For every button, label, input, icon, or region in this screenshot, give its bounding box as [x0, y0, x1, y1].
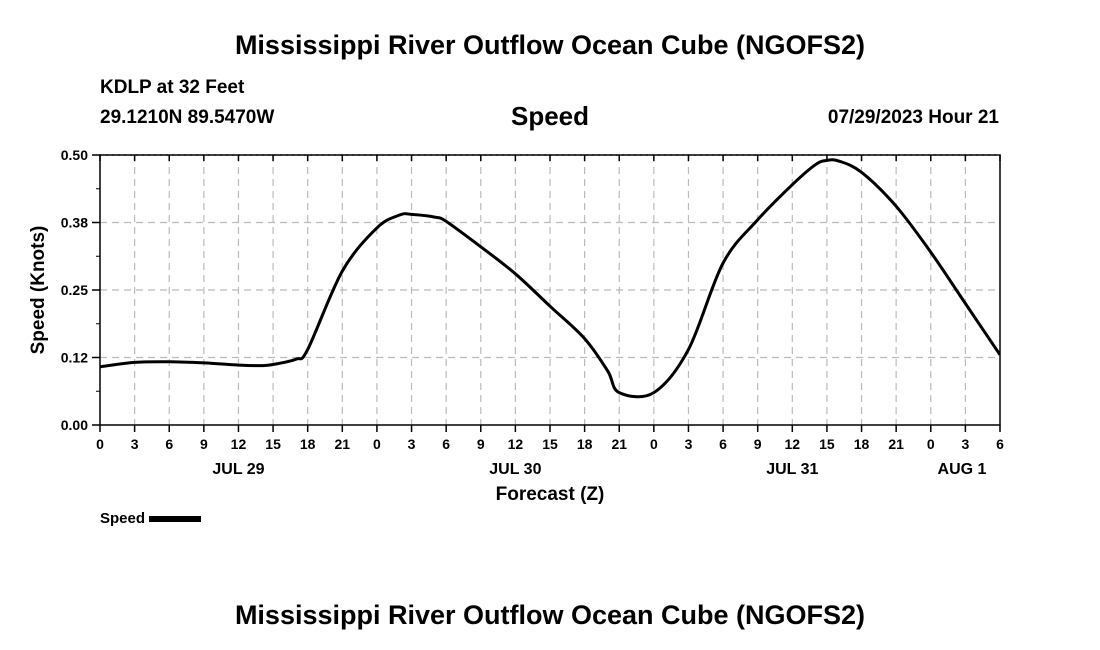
speed-data-point [756, 218, 759, 221]
speed-data-point [964, 302, 967, 305]
speed-data-point [652, 391, 655, 394]
x-tick-label: 0 [927, 436, 935, 452]
x-tick-label: 21 [611, 436, 627, 452]
y-tick-labels: 0.00 0.12 0.25 0.38 0.50 [61, 147, 88, 433]
y-tick-label: 0.12 [61, 350, 88, 366]
speed-series-line [100, 158, 1000, 399]
x-tick-label: 6 [719, 436, 727, 452]
x-tick-label: 9 [477, 436, 485, 452]
legend-line-swatch [149, 515, 202, 522]
speed-data-point [260, 364, 263, 367]
x-axis-label: Forecast (Z) [496, 484, 605, 505]
speed-data-point [410, 213, 413, 216]
speed-data-point [272, 363, 275, 366]
x-tick-label: 18 [300, 436, 316, 452]
speed-data-point [606, 370, 609, 373]
chart-title: Mississippi River Outflow Ocean Cube (NG… [234, 30, 866, 60]
x-tick-label: 21 [335, 436, 351, 452]
x-tick-label: 12 [785, 436, 801, 452]
y-tick-label: 0.00 [61, 417, 88, 433]
speed-data-point [514, 272, 517, 275]
legend: Speed [100, 510, 202, 527]
coordinates-label: 29.1210N 89.5470W [100, 107, 275, 128]
speed-data-point [133, 361, 136, 364]
y-tick-label: 0.38 [61, 215, 88, 231]
x-tick-labels: 0 3 6 9 12 15 18 21 0 3 6 9 12 15 18 21 0 3 6 9 12 15 18 21 0 3 6 [96, 436, 1004, 452]
y-axis-label: Speed (Knots) [28, 226, 49, 355]
x-tick-label: 3 [685, 436, 693, 452]
forecast-timestamp: 07/29/2023 Hour 21 [827, 107, 999, 128]
variable-title: Speed [510, 101, 590, 131]
date-label: JUL 30 [489, 461, 541, 478]
x-tick-label: 9 [754, 436, 762, 452]
speed-data-point [168, 360, 171, 363]
legend-label: Speed [100, 510, 146, 527]
date-label: JUL 31 [766, 461, 818, 478]
station-label: KDLP at 32 Feet [100, 77, 245, 98]
speed-data-point [791, 183, 794, 186]
x-tick-label: 18 [854, 436, 870, 452]
x-tick-label: 0 [650, 436, 658, 452]
footer-title: Mississippi River Outflow Ocean Cube (NG… [234, 600, 866, 630]
x-tick-label: 21 [888, 436, 904, 452]
speed-data-point [618, 391, 621, 394]
x-tick-label: 3 [408, 436, 416, 452]
speed-data-point [895, 205, 898, 208]
speed-data-point [549, 305, 552, 308]
speed-data-point [722, 262, 725, 265]
speed-data-point [375, 226, 378, 229]
speed-data-point [341, 270, 344, 273]
x-tick-label: 18 [577, 436, 593, 452]
ticks [92, 154, 1001, 432]
speed-data-point [202, 361, 205, 364]
speed-data-point [837, 159, 840, 162]
speed-data-point [306, 348, 309, 351]
date-label: AUG 1 [938, 461, 987, 478]
y-tick-label: 0.50 [61, 147, 88, 163]
speed-data-point [479, 245, 482, 248]
speed-data-point [399, 213, 402, 216]
x-tick-label: 0 [96, 436, 104, 452]
x-tick-label: 15 [819, 436, 835, 452]
x-tick-label: 15 [265, 436, 281, 452]
speed-data-point [687, 348, 690, 351]
speed-data-point [445, 220, 448, 223]
grid [100, 154, 1000, 425]
speed-data-point [583, 337, 586, 340]
x-tick-label: 9 [200, 436, 208, 452]
x-tick-label: 0 [373, 436, 381, 452]
speed-data-point [433, 216, 436, 219]
speed-data-point [237, 364, 240, 367]
speed-data-point [814, 163, 817, 166]
plot-frame [99, 154, 1001, 426]
y-tick-label: 0.25 [61, 282, 88, 298]
date-labels: JUL 29 JUL 30 JUL 31 AUG 1 [212, 461, 986, 478]
x-tick-label: 3 [131, 436, 139, 452]
x-tick-label: 3 [961, 436, 969, 452]
date-label: JUL 29 [212, 461, 264, 478]
x-tick-label: 15 [542, 436, 558, 452]
speed-data-point [825, 159, 828, 162]
series [100, 158, 1000, 399]
x-tick-label: 6 [165, 436, 173, 452]
speed-data-point [929, 251, 932, 254]
speed-data-point [295, 358, 298, 361]
x-tick-label: 6 [442, 436, 450, 452]
x-tick-label: 12 [231, 436, 247, 452]
x-tick-label: 12 [508, 436, 524, 452]
x-tick-label: 6 [996, 436, 1004, 452]
speed-data-point [860, 171, 863, 174]
